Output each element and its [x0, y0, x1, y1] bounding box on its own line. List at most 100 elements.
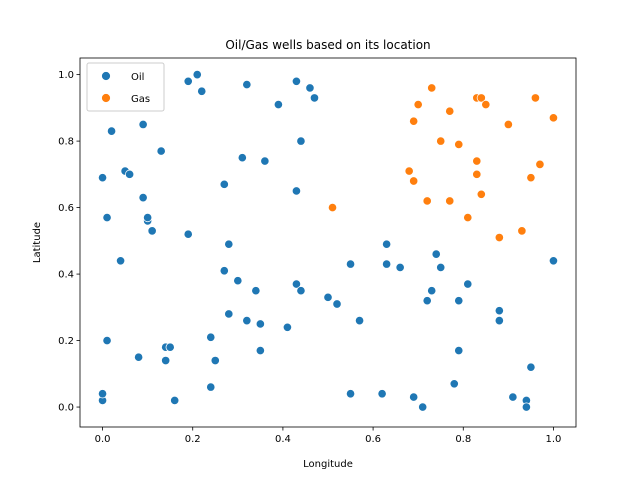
- x-axis-ticks: 0.0 0.2 0.4 0.6 0.8 1.0: [95, 427, 562, 445]
- oil-point: [192, 70, 202, 80]
- oil-point: [382, 259, 392, 269]
- gas-point: [517, 226, 527, 236]
- oil-point: [494, 306, 504, 316]
- oil-point: [138, 193, 148, 203]
- oil-point: [260, 156, 270, 166]
- oil-point: [116, 256, 126, 266]
- oil-point: [237, 153, 247, 163]
- oil-point: [526, 362, 536, 372]
- oil-point: [291, 186, 302, 196]
- y-tick-label: 0.6: [58, 203, 74, 214]
- oil-point: [332, 299, 342, 309]
- oil-point: [454, 345, 464, 356]
- oil-point: [395, 262, 405, 273]
- gas-point: [463, 212, 473, 223]
- plot-area-frame: [79, 57, 577, 428]
- oil-point: [521, 402, 531, 412]
- gas-point: [445, 196, 455, 206]
- oil-point: [242, 80, 252, 90]
- y-tick-label: 0.8: [58, 137, 74, 148]
- gas-point: [472, 169, 482, 179]
- gas-point: [454, 139, 464, 150]
- oil-point: [377, 389, 387, 399]
- oil-point: [224, 239, 234, 249]
- gas-point: [535, 159, 545, 169]
- oil-point: [138, 119, 148, 130]
- gas-point: [530, 93, 540, 103]
- oil-point: [309, 93, 320, 103]
- gas-point: [503, 119, 513, 130]
- oil-point: [354, 316, 365, 326]
- oil-point: [134, 352, 144, 362]
- oil-point: [197, 86, 207, 96]
- oil-point: [548, 256, 559, 266]
- oil-point: [219, 179, 229, 189]
- x-tick-label: 0.4: [275, 434, 291, 445]
- oil-point: [161, 355, 171, 366]
- x-tick-label: 0.2: [185, 434, 201, 445]
- chart-title: Oil/Gas wells based on its location: [225, 38, 430, 52]
- oil-point: [494, 316, 504, 326]
- oil-point: [291, 279, 302, 289]
- oil-point: [291, 76, 302, 86]
- oil-point: [210, 355, 220, 366]
- gas-point: [494, 232, 504, 243]
- x-axis-label: Longitude: [303, 459, 353, 470]
- y-tick-label: 0.2: [58, 336, 74, 347]
- oil-point: [422, 296, 432, 306]
- oil-point: [233, 276, 243, 286]
- y-tick-label: 0.4: [58, 270, 74, 281]
- x-tick-label: 0.8: [455, 434, 471, 445]
- x-tick-label: 1.0: [546, 434, 562, 445]
- oil-point: [323, 292, 333, 302]
- legend-oil-label: Oil: [131, 72, 144, 83]
- gas-point: [422, 196, 432, 206]
- y-axis-label: Latitude: [32, 222, 43, 263]
- oil-point: [224, 309, 234, 319]
- oil-point: [463, 279, 473, 289]
- gas-point: [413, 99, 423, 110]
- oil-point: [449, 379, 459, 389]
- oil-point: [296, 136, 306, 146]
- gas-point: [409, 116, 419, 126]
- y-tick-label: 1.0: [58, 70, 74, 81]
- oil-point: [282, 322, 292, 332]
- legend-gas-label: Gas: [131, 94, 150, 105]
- legend: Oil Gas: [86, 62, 165, 112]
- oil-point: [436, 262, 446, 273]
- legend-box: [86, 62, 165, 112]
- oil-point: [206, 332, 216, 342]
- gas-point: [427, 83, 437, 93]
- oil-point: [183, 76, 193, 86]
- gas-point: [445, 106, 455, 116]
- legend-oil-marker: [101, 71, 111, 81]
- oil-point: [102, 212, 112, 223]
- oil-point: [255, 319, 265, 329]
- oil-point: [97, 173, 108, 183]
- oil-point: [454, 296, 464, 306]
- oil-point: [165, 342, 175, 352]
- y-tick-label: 0.0: [58, 403, 74, 414]
- gas-point: [436, 136, 446, 146]
- data-points: [97, 70, 559, 412]
- gas-point: [472, 156, 482, 166]
- oil-point: [508, 392, 518, 402]
- oil-point: [255, 345, 265, 356]
- gas-point: [548, 113, 559, 123]
- oil-point: [305, 83, 315, 93]
- oil-point: [418, 402, 428, 412]
- oil-point: [143, 212, 153, 223]
- gas-point: [481, 99, 491, 110]
- oil-point: [431, 249, 441, 259]
- oil-point: [273, 99, 283, 110]
- oil-point: [106, 126, 117, 136]
- x-tick-label: 0.6: [365, 434, 381, 445]
- legend-gas-marker: [101, 93, 111, 103]
- gas-point: [476, 93, 486, 103]
- oil-point: [102, 335, 112, 346]
- oil-point: [427, 286, 437, 296]
- gas-point: [526, 173, 536, 183]
- oil-point: [409, 392, 419, 402]
- x-tick-label: 0.0: [95, 434, 111, 445]
